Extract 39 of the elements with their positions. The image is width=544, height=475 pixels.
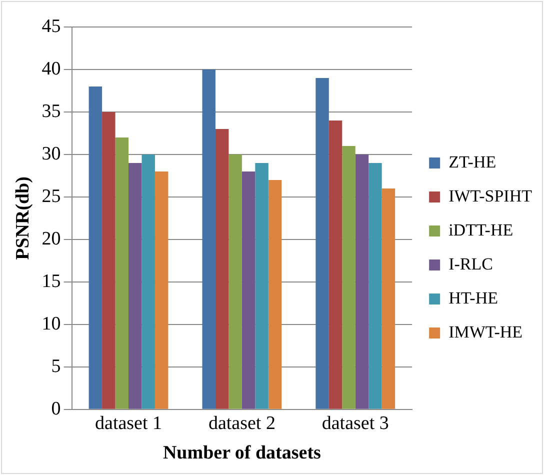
legend-label: IMWT-HE — [448, 322, 523, 342]
x-tick-label: dataset 1 — [95, 412, 162, 434]
legend-label: HT-HE — [448, 288, 498, 308]
y-tick-label: 20 — [42, 228, 61, 250]
bar — [368, 162, 382, 409]
bar — [102, 112, 116, 409]
legend-label: IWT-SPIHT — [448, 186, 533, 206]
y-tick-label: 0 — [51, 398, 61, 420]
y-tick-label: 15 — [42, 270, 61, 292]
bar — [88, 86, 102, 409]
bar — [316, 78, 329, 409]
y-tick-label: 45 — [42, 16, 61, 37]
bar — [382, 188, 396, 409]
y-axis-title: PSNR(db) — [12, 176, 34, 260]
bar — [215, 128, 229, 409]
x-tick-label: dataset 3 — [322, 412, 389, 434]
bar — [128, 162, 142, 409]
bar — [328, 120, 342, 409]
bar — [355, 154, 369, 409]
y-tick-label: 10 — [42, 313, 61, 334]
bar — [268, 180, 282, 409]
y-tick-label: 5 — [51, 356, 61, 377]
bar — [115, 137, 129, 409]
y-tick-label: 25 — [42, 186, 61, 207]
y-tick-label: 30 — [42, 143, 61, 164]
x-tick-label: dataset 2 — [208, 412, 276, 434]
bar — [342, 146, 356, 409]
bar — [255, 162, 268, 409]
legend-label: I-RLC — [448, 254, 493, 274]
bar — [202, 69, 216, 409]
legend-label: ZT-HE — [448, 152, 496, 172]
bar — [154, 171, 168, 409]
y-tick-label: 35 — [42, 100, 61, 122]
legend-label: iDTT-HE — [448, 220, 514, 240]
x-axis-title: Number of datasets — [162, 442, 321, 464]
bar — [228, 154, 242, 409]
bar — [242, 171, 256, 409]
bar — [142, 154, 155, 409]
y-tick-label: 40 — [42, 58, 61, 80]
